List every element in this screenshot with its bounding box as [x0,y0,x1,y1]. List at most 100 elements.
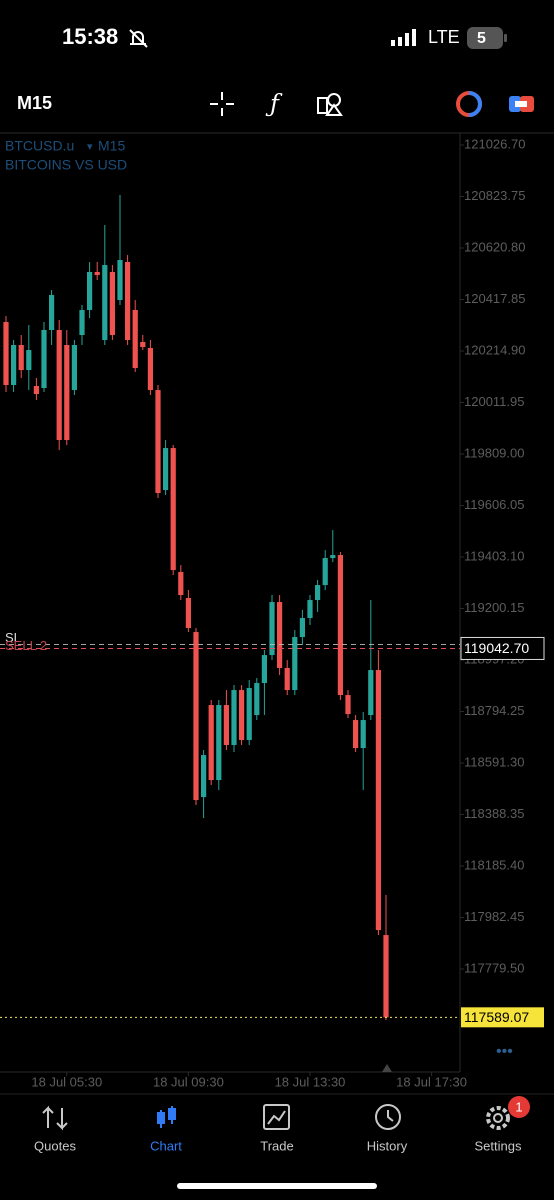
last-price-box [461,1007,544,1028]
candle-body [261,655,267,684]
x-tick-label: 18 Jul 17:30 [396,1074,467,1089]
signal-icon [391,29,416,46]
y-tick-label: 119200.15 [464,600,525,615]
candle-body [322,558,328,586]
tab-label[interactable]: Trade [260,1138,293,1153]
candle-body [277,602,283,669]
candle-body [368,670,374,716]
candle-body [345,695,351,715]
candle-body [56,330,62,441]
candle-body [79,310,85,336]
y-tick-label: 120620.80 [464,239,525,254]
battery-level: 5 [477,30,486,47]
candle-body [383,935,389,1018]
home-indicator [177,1183,377,1189]
indicators-button[interactable]: ƒ [265,90,283,118]
candle-body [125,262,131,341]
tab-icons [42,1104,510,1131]
candle-body [254,683,260,716]
y-tick-label: 120823.75 [464,188,525,203]
candle-body [41,330,47,389]
tab-label[interactable]: Settings [475,1138,522,1153]
candle-body [315,585,321,601]
tab-label[interactable]: History [367,1138,408,1153]
trade-button[interactable] [509,96,534,112]
chart-timeframe: M15 [98,138,125,154]
candle-body [117,260,123,301]
candle-body [269,602,275,656]
timeframe-button[interactable]: M15 [17,93,52,113]
symbol-caret: ▾ [87,141,93,153]
candle-body [246,688,252,741]
mute-icon [129,29,148,48]
candle-body [71,345,77,391]
candle-body [353,720,359,749]
clock: 15:38 [62,24,118,49]
scroll-marker [382,1064,392,1072]
candle-body [132,310,138,369]
candle-body [163,448,169,491]
candle-body [193,632,199,801]
x-tick-label: 18 Jul 09:30 [153,1074,224,1089]
y-tick-label: 118185.40 [464,857,525,872]
candle-body [147,348,153,391]
x-tick-label: 18 Jul 05:30 [31,1074,102,1089]
candle-body [292,637,298,691]
settings-badge [508,1096,530,1118]
y-tick-label: 117982.45 [464,909,525,924]
candle-body [18,345,24,371]
tab-label[interactable]: Chart [150,1138,182,1153]
candle-body [216,705,222,781]
candle-body [170,448,176,571]
candle-body [299,618,305,638]
last-price: 117589.07 [464,1009,529,1025]
candle-body [109,272,115,336]
candle-body [330,555,336,559]
account-button[interactable] [456,91,482,117]
x-tick-label: 18 Jul 13:30 [275,1074,346,1089]
crosshair-button[interactable] [210,92,234,116]
candle-body [11,345,17,386]
candle-body [26,350,32,371]
candle-body [155,390,161,494]
y-tick-label: 120417.85 [464,291,525,306]
symbol-description: BITCOINS VS USD [5,157,127,173]
y-tick-label: 119809.00 [464,445,525,460]
candle-body [3,322,9,386]
y-tick-label: 118388.35 [464,806,525,821]
candle-body [239,690,245,741]
candle-body [223,705,229,746]
chart[interactable]: BTCUSD.u ▾ M15 BITCOINS VS USD ••• 12102… [0,132,554,1089]
candle-body [360,720,366,749]
tab-label[interactable]: Quotes [34,1138,76,1153]
candle-body [33,386,39,395]
y-tick-label: 119403.10 [464,548,525,563]
battery-cap [504,34,507,42]
y-tick-label: 118794.25 [464,703,525,718]
y-tick-label: 118591.30 [464,754,525,769]
network: LTE [428,27,460,47]
candle-body [208,705,214,781]
symbol: BTCUSD.u [5,138,74,154]
order-label: SELL 2 [5,638,47,653]
candle-body [337,555,343,696]
candle-body [87,272,93,311]
candle-body [94,272,100,276]
candle-body [178,572,184,596]
candle-body [284,668,290,691]
more-button[interactable]: ••• [496,1043,513,1060]
y-tick-label: 120214.90 [464,342,525,357]
sl-label: SL [5,630,21,645]
candle-body [201,755,207,798]
order-price-box [460,636,545,660]
y-tick-label: 119606.05 [464,497,525,512]
candle-body [140,342,146,348]
y-tick-label: 117779.50 [464,960,525,975]
candle-body [102,265,108,341]
candle-body [231,690,237,746]
candle-body [307,600,313,619]
objects-button[interactable] [317,93,343,116]
y-tick-label: 120011.95 [464,394,525,409]
